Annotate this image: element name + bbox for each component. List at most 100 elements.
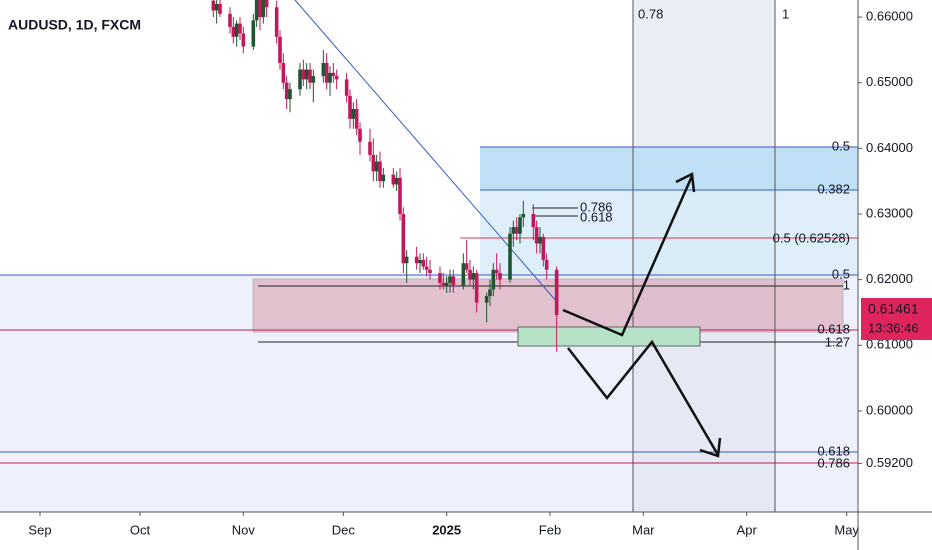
- candle-body: [281, 63, 286, 83]
- annotation: 0.78: [638, 6, 663, 21]
- candle-body: [441, 282, 446, 287]
- candle-body: [421, 259, 426, 267]
- candle-body: [424, 266, 429, 270]
- candle-body: [284, 82, 289, 100]
- candle-body: [351, 108, 356, 119]
- y-tick-label: 0.64000: [866, 140, 913, 155]
- candle-body: [514, 227, 519, 234]
- candle-body: [238, 23, 242, 34]
- candle-body: [484, 296, 489, 303]
- candle-body: [521, 213, 526, 218]
- candle-body: [381, 174, 386, 182]
- annotation: 0.5: [832, 138, 850, 153]
- candle-body: [508, 233, 512, 280]
- x-tick-label: Apr: [737, 522, 758, 537]
- y-tick-label: 0.59200: [866, 455, 913, 470]
- candle-body: [288, 89, 292, 100]
- candle-body: [274, 7, 279, 37]
- candle-body: [498, 273, 502, 280]
- candle-body: [494, 269, 499, 274]
- candle-body: [298, 69, 302, 90]
- annotation: 1: [843, 277, 850, 292]
- candle-body: [404, 256, 409, 264]
- y-tick-label: 0.60000: [866, 402, 913, 417]
- trend-line: [294, 0, 558, 303]
- candle-body: [471, 273, 476, 280]
- candle-body: [511, 227, 516, 234]
- candle-body: [308, 69, 312, 83]
- candle-body: [358, 128, 362, 142]
- candle-body: [344, 79, 349, 96]
- annotation: 0.5 (0.62528): [773, 230, 850, 245]
- y-tick-label: 0.66000: [866, 9, 913, 24]
- candle-body: [371, 154, 376, 172]
- annotation: 0.5: [832, 266, 850, 281]
- x-tick-label: May: [834, 522, 859, 537]
- annotation: 0.618: [817, 443, 850, 458]
- candle-body: [488, 289, 492, 297]
- candle-body: [391, 174, 396, 185]
- annotation: 0.382: [817, 181, 850, 196]
- candle-body: [311, 76, 316, 83]
- candle-body: [278, 36, 282, 64]
- candle-body: [334, 76, 339, 80]
- chart-title: AUDUSD, 1D, FXCM: [8, 17, 141, 33]
- annotation: 1.27: [825, 334, 850, 349]
- price-label: 0.61461: [868, 301, 919, 317]
- candle-body: [428, 269, 432, 274]
- candle-body: [261, 0, 266, 18]
- arrow-up: [562, 175, 694, 337]
- candle-body: [218, 3, 222, 14]
- supply-zone: [252, 278, 844, 333]
- candle-body: [554, 269, 559, 316]
- candle-body: [228, 13, 232, 27]
- demand-zone: [517, 326, 701, 347]
- candle-body: [451, 276, 456, 287]
- arrow-down: [567, 339, 720, 456]
- candle-body: [544, 259, 549, 270]
- candle-body: [374, 161, 379, 172]
- x-tick-label: Mar: [632, 522, 655, 537]
- countdown: 13:36:46: [868, 320, 919, 335]
- x-tick-label: Nov: [232, 522, 256, 537]
- candle-body: [331, 72, 336, 77]
- x-tick-label: Feb: [539, 522, 561, 537]
- candle-body: [304, 69, 309, 80]
- x-tick-label: Sep: [28, 522, 51, 537]
- candle-body: [354, 108, 359, 129]
- annotation: 1: [782, 6, 789, 21]
- candle-body: [448, 276, 452, 283]
- candle-body: [258, 0, 262, 18]
- candle-body: [264, 0, 269, 8]
- y-tick-label: 0.63000: [866, 205, 913, 220]
- candle-body: [328, 72, 332, 83]
- candle-body: [231, 26, 236, 37]
- candle-body: [491, 269, 496, 290]
- candle-body: [418, 259, 422, 264]
- candle-body: [251, 20, 256, 47]
- candle-body: [518, 217, 522, 234]
- candle-body: [254, 0, 259, 21]
- candle-body: [464, 263, 469, 270]
- x-tick-label: Oct: [130, 522, 151, 537]
- candle-body: [321, 63, 326, 77]
- candle-body: [324, 63, 329, 83]
- candle-body: [444, 282, 449, 287]
- candle-body: [348, 95, 352, 119]
- candle-body: [214, 3, 219, 11]
- candle-body: [398, 177, 402, 214]
- candle-body: [394, 177, 399, 185]
- candle-body: [438, 273, 442, 283]
- y-tick-label: 0.61000: [866, 337, 913, 352]
- annotation: 0.618: [817, 321, 850, 336]
- candle-body: [414, 256, 419, 264]
- candle-body: [461, 263, 466, 287]
- candle-body: [241, 33, 246, 47]
- x-tick-label: 2025: [432, 522, 461, 537]
- y-tick-label: 0.62000: [866, 271, 913, 286]
- candle-body: [378, 161, 382, 182]
- arrow-head: [675, 172, 696, 193]
- annotation: 0.786: [580, 199, 613, 214]
- candle-body: [301, 69, 306, 80]
